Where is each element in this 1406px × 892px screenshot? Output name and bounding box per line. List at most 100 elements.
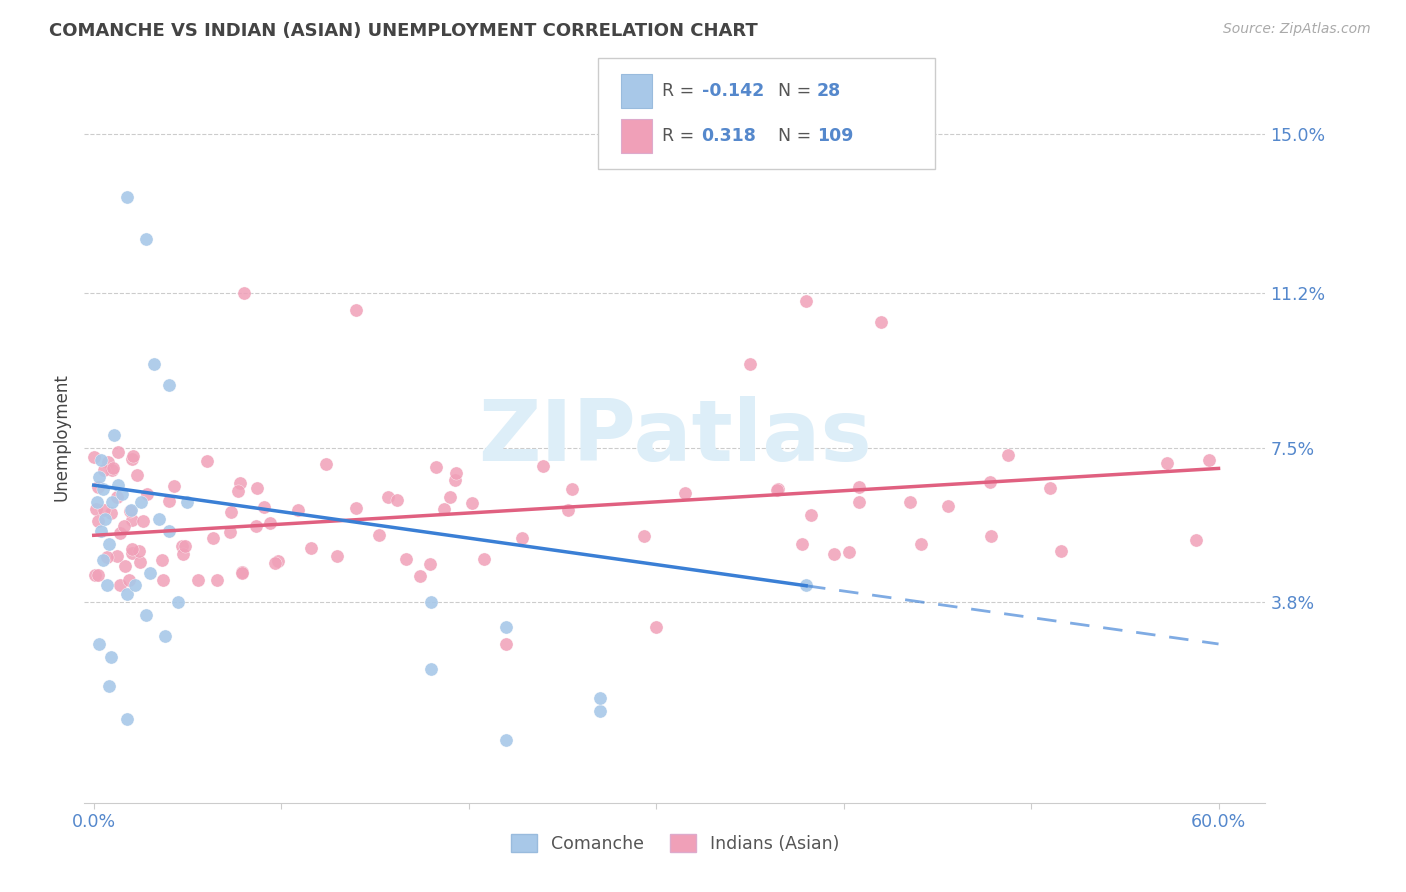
Point xyxy=(997,448,1019,462)
Point xyxy=(121,452,143,467)
Point xyxy=(157,524,180,538)
Point xyxy=(246,481,269,495)
Point xyxy=(408,569,430,583)
Point xyxy=(1198,453,1220,467)
Point xyxy=(219,505,242,519)
Point xyxy=(980,529,1002,543)
Point xyxy=(100,506,122,520)
Text: R =: R = xyxy=(662,127,700,145)
Point xyxy=(589,691,612,706)
Text: Source: ZipAtlas.com: Source: ZipAtlas.com xyxy=(1223,22,1371,37)
Point xyxy=(848,480,870,494)
Point xyxy=(1185,533,1208,547)
Point xyxy=(121,513,143,527)
Point xyxy=(117,190,139,204)
Point xyxy=(114,558,136,573)
Point xyxy=(129,555,152,569)
Point xyxy=(790,537,813,551)
Point xyxy=(633,529,655,543)
Point xyxy=(121,546,143,560)
Point xyxy=(84,567,107,582)
Point xyxy=(1049,543,1071,558)
Point xyxy=(326,549,349,564)
Point xyxy=(439,491,461,505)
Point xyxy=(738,357,761,371)
Point xyxy=(176,495,198,509)
Point xyxy=(645,620,668,634)
Point xyxy=(101,461,124,475)
Point xyxy=(150,552,173,566)
Point xyxy=(135,607,157,622)
Point xyxy=(219,524,242,539)
Point xyxy=(124,578,146,592)
Point xyxy=(1039,482,1062,496)
Point xyxy=(112,518,135,533)
Point xyxy=(395,552,418,566)
Point xyxy=(121,449,143,463)
Point xyxy=(673,485,696,500)
Point xyxy=(96,578,118,592)
Point xyxy=(103,428,125,442)
Point xyxy=(848,495,870,509)
Point xyxy=(173,539,195,553)
Point xyxy=(101,495,124,509)
Point xyxy=(315,458,337,472)
Point xyxy=(495,620,517,634)
Point xyxy=(107,445,129,459)
Point xyxy=(267,554,290,568)
Point xyxy=(557,503,579,517)
Point xyxy=(472,552,495,566)
Point xyxy=(107,478,129,492)
Point xyxy=(231,565,253,579)
Point xyxy=(936,500,959,514)
Point xyxy=(91,483,114,497)
Point xyxy=(100,649,122,664)
Point xyxy=(1156,457,1178,471)
Point xyxy=(153,629,176,643)
Point xyxy=(419,557,441,571)
Point xyxy=(202,531,225,545)
Point xyxy=(387,493,409,508)
Point xyxy=(157,377,180,392)
Point xyxy=(90,453,112,467)
Point xyxy=(420,595,443,609)
Point xyxy=(91,553,114,567)
Point xyxy=(97,454,120,468)
Point xyxy=(800,508,823,523)
Point xyxy=(117,587,139,601)
Point xyxy=(142,357,165,371)
Point xyxy=(159,494,181,508)
Point xyxy=(128,543,150,558)
Point xyxy=(252,500,274,515)
Point xyxy=(118,504,141,518)
Point xyxy=(87,480,110,494)
Point xyxy=(264,556,287,570)
Point xyxy=(111,486,134,500)
Point xyxy=(299,541,322,555)
Point xyxy=(97,536,120,550)
Point xyxy=(89,637,111,651)
Point xyxy=(794,578,817,592)
Point xyxy=(838,545,860,559)
Point xyxy=(108,526,131,541)
Point xyxy=(90,524,112,538)
Point xyxy=(136,487,159,501)
Text: 28: 28 xyxy=(817,82,841,100)
Point xyxy=(105,549,128,564)
Point xyxy=(344,302,367,317)
Point xyxy=(86,495,108,509)
Point xyxy=(510,531,533,545)
Point xyxy=(870,315,893,329)
Point xyxy=(97,679,120,693)
Text: ZIPatlas: ZIPatlas xyxy=(478,395,872,479)
Point xyxy=(152,573,174,587)
Point xyxy=(93,502,115,516)
Point xyxy=(129,495,152,509)
Point xyxy=(110,577,132,591)
Point xyxy=(172,547,194,561)
Point xyxy=(87,567,110,582)
Point xyxy=(979,475,1001,490)
Point xyxy=(83,450,105,465)
Point xyxy=(139,566,162,580)
Point xyxy=(118,573,141,587)
